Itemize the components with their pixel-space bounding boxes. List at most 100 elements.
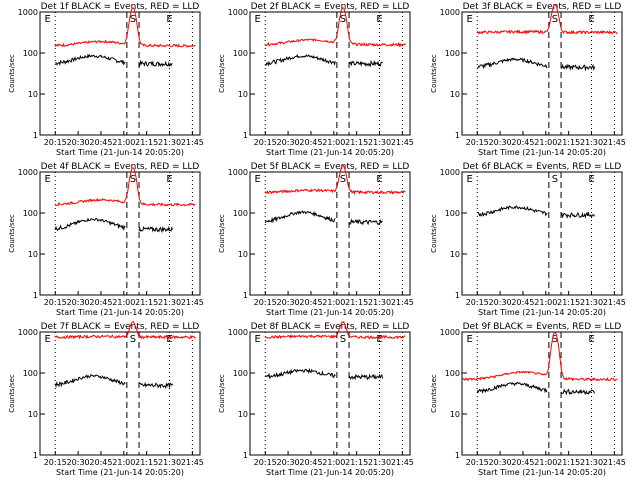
events-series xyxy=(264,210,336,224)
x-tick-label: 21:00 xyxy=(112,138,135,147)
interval-marker: E xyxy=(166,14,172,25)
events-series xyxy=(138,59,173,67)
lld-series xyxy=(264,321,406,340)
panel-det-6: Det 6f BLACK = Events, RED = LLD 1 10 100 10… xyxy=(430,162,626,317)
x-tick-label: 21:00 xyxy=(322,458,345,467)
x-tick-label: 20:45 xyxy=(299,458,322,467)
interval-marker: S xyxy=(130,14,136,25)
x-tick-label: 21:00 xyxy=(322,138,345,147)
panel-det-1: Det 1f BLACK = Events, RED = LLD 1 10 100 10… xyxy=(8,2,204,157)
y-tick-label: 1000 xyxy=(228,328,248,337)
events-series xyxy=(560,388,596,396)
x-tick-label: 20:45 xyxy=(299,138,322,147)
x-tick-label: 21:30 xyxy=(158,298,181,307)
y-tick-label: 1000 xyxy=(440,168,460,177)
y-tick-label: 1000 xyxy=(440,8,460,17)
panel-frame xyxy=(461,11,623,136)
y-tick-label: 1 xyxy=(455,451,460,460)
y-tick-label: 1 xyxy=(243,451,248,460)
x-tick-label: 20:45 xyxy=(89,298,112,307)
y-tick-label: 100 xyxy=(233,209,248,218)
events-series xyxy=(348,218,383,226)
x-axis-label: Start Time (21-Jun-14 20:05:20) xyxy=(478,468,606,477)
panel-frame xyxy=(249,171,411,296)
x-tick-label: 20:30 xyxy=(67,458,90,467)
interval-marker: E xyxy=(254,174,260,185)
x-tick-label: 21:45 xyxy=(181,138,204,147)
x-tick-label: 21:15 xyxy=(557,298,580,307)
events-series xyxy=(138,381,174,390)
y-axis-label: Counts/sec xyxy=(8,54,16,93)
interval-marker: E xyxy=(44,14,50,25)
x-tick-label: 20:15 xyxy=(466,458,489,467)
panel-frame xyxy=(461,331,623,456)
interval-marker: E xyxy=(44,334,50,345)
panel-frame xyxy=(249,11,411,136)
x-tick-label: 20:15 xyxy=(254,298,277,307)
interval-marker: E xyxy=(588,14,594,25)
y-tick-label: 10 xyxy=(238,90,248,99)
x-tick-label: 21:45 xyxy=(391,138,414,147)
panel-title: Det 2f BLACK = Events, RED = LLD xyxy=(251,2,410,12)
y-tick-label: 100 xyxy=(23,49,38,58)
events-series xyxy=(265,367,336,380)
interval-marker: E xyxy=(466,334,472,345)
x-tick-label: 21:45 xyxy=(603,298,626,307)
interval-marker: S xyxy=(130,334,136,345)
y-axis-label: Counts/sec xyxy=(430,54,438,93)
y-tick-label: 10 xyxy=(28,250,38,259)
events-series xyxy=(264,53,336,67)
interval-marker: E xyxy=(466,14,472,25)
y-tick-label: 1 xyxy=(243,131,248,140)
x-tick-label: 21:00 xyxy=(112,298,135,307)
x-tick-label: 20:15 xyxy=(254,458,277,467)
events-series xyxy=(477,57,548,70)
x-tick-label: 21:15 xyxy=(135,298,158,307)
y-tick-label: 1000 xyxy=(18,328,38,337)
y-tick-label: 1000 xyxy=(228,8,248,17)
x-tick-label: 21:30 xyxy=(368,458,391,467)
interval-marker: S xyxy=(552,334,558,345)
lld-series xyxy=(54,320,196,340)
panel-det-7: Det 7f BLACK = Events, RED = LLD 1 10 100 10… xyxy=(8,320,204,477)
y-tick-label: 1 xyxy=(243,291,248,300)
lld-series xyxy=(54,7,196,48)
lld-series xyxy=(476,3,618,35)
y-tick-label: 100 xyxy=(233,369,248,378)
x-tick-label: 21:30 xyxy=(368,138,391,147)
y-tick-label: 100 xyxy=(233,49,248,58)
interval-marker: S xyxy=(340,334,346,345)
x-tick-label: 21:15 xyxy=(557,458,580,467)
x-tick-label: 21:30 xyxy=(158,458,181,467)
interval-marker: E xyxy=(166,334,172,345)
interval-marker: E xyxy=(588,334,594,345)
y-tick-label: 10 xyxy=(28,90,38,99)
events-series xyxy=(348,59,383,68)
lld-series xyxy=(265,7,406,48)
x-tick-label: 20:45 xyxy=(299,298,322,307)
x-tick-label: 21:15 xyxy=(345,458,368,467)
panel-title: Det 9f BLACK = Events, RED = LLD xyxy=(463,322,622,332)
events-series xyxy=(54,217,126,232)
panel-det-2: Det 2f BLACK = Events, RED = LLD 1 10 100 10… xyxy=(218,2,414,157)
x-tick-label: 21:00 xyxy=(534,298,557,307)
y-axis-label: Counts/sec xyxy=(430,214,438,253)
y-axis-label: Counts/sec xyxy=(218,54,226,93)
panel-frame xyxy=(39,171,201,296)
y-axis-label: Counts/sec xyxy=(218,214,226,253)
interval-marker: E xyxy=(588,174,594,185)
x-tick-label: 20:30 xyxy=(67,298,90,307)
panel-frame xyxy=(249,331,411,456)
x-tick-label: 20:30 xyxy=(277,298,300,307)
interval-marker: S xyxy=(552,14,558,25)
x-tick-label: 21:45 xyxy=(181,458,204,467)
x-tick-label: 20:30 xyxy=(489,298,512,307)
x-axis-label: Start Time (21-Jun-14 20:05:20) xyxy=(266,148,394,157)
x-tick-label: 20:15 xyxy=(44,298,67,307)
x-axis-label: Start Time (21-Jun-14 20:05:20) xyxy=(266,308,394,317)
interval-marker: E xyxy=(376,14,382,25)
x-tick-label: 21:30 xyxy=(158,138,181,147)
panel-det-8: Det 8f BLACK = Events, RED = LLD 1 10 100 10… xyxy=(218,321,414,477)
lld-series xyxy=(264,164,406,196)
interval-marker: E xyxy=(466,174,472,185)
